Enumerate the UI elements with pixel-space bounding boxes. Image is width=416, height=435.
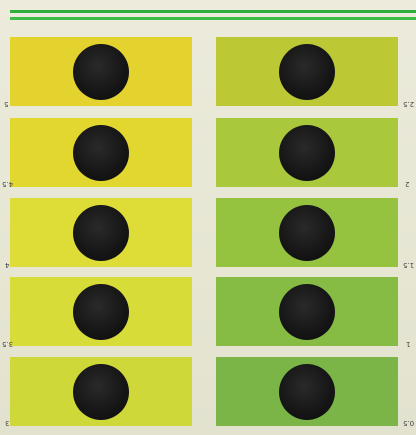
color-swatch-right-4: [216, 277, 398, 346]
color-swatch-right-3: [216, 198, 398, 267]
color-swatch-right-5: [216, 357, 398, 426]
color-swatch-left-5: [10, 357, 192, 426]
swatch-label: 3.5: [2, 340, 14, 348]
color-swatch-left-3: [10, 198, 192, 267]
color-swatch-left-4: [10, 277, 192, 346]
swatch-label: 1.5: [403, 261, 415, 269]
color-swatch-right-2: [216, 118, 398, 187]
sample-hole: [73, 204, 129, 261]
sample-hole: [279, 43, 335, 100]
top-green-stripe-2: [10, 17, 416, 20]
top-green-stripe: [10, 10, 416, 13]
swatch-label: 4: [5, 261, 10, 269]
swatch-label: 1: [406, 340, 411, 348]
color-swatch-left-2: [10, 118, 192, 187]
sample-hole: [279, 363, 335, 420]
swatch-label: 3: [5, 419, 10, 427]
swatch-label: 4.5: [2, 180, 14, 188]
swatch-label: 0.5: [403, 419, 415, 427]
swatch-label: 5: [4, 100, 9, 108]
sample-hole: [73, 363, 129, 420]
sample-hole: [279, 283, 335, 340]
sample-hole: [73, 283, 129, 340]
sample-hole: [73, 43, 129, 100]
sample-hole: [279, 124, 335, 181]
color-swatch-right-1: [216, 37, 398, 106]
color-swatch-left-1: [10, 37, 192, 106]
swatch-label: 2.5: [403, 100, 415, 108]
sample-hole: [279, 204, 335, 261]
swatch-label: 2: [405, 180, 410, 188]
sample-hole: [73, 124, 129, 181]
